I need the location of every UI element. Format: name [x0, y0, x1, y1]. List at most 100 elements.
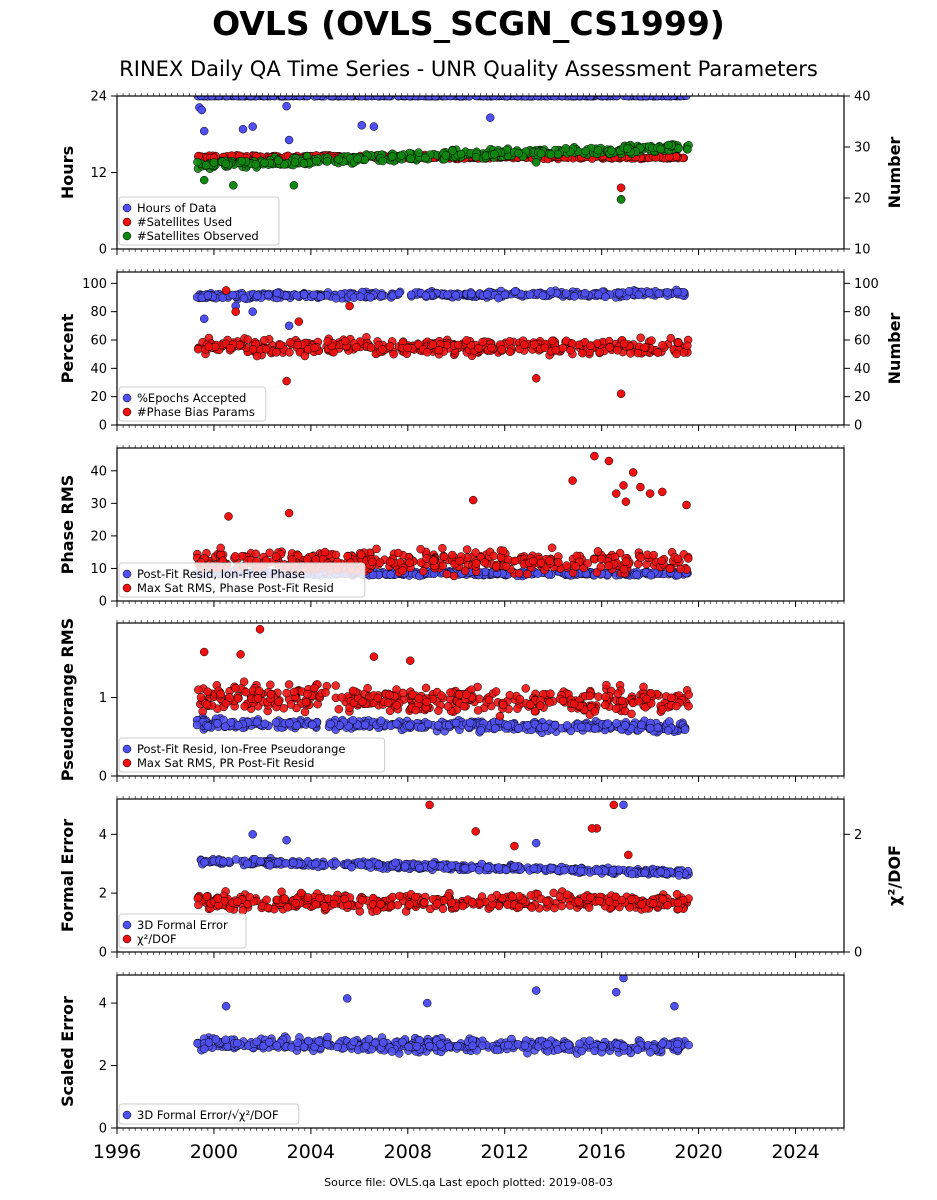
data-point-red — [658, 340, 667, 350]
data-point-red — [253, 694, 263, 703]
data-point-red — [672, 701, 681, 711]
data-point-red — [621, 557, 631, 566]
data-point-red — [437, 691, 446, 700]
data-point-red — [653, 348, 663, 357]
data-point-blue — [465, 718, 475, 728]
outlier-point-blue — [284, 321, 294, 331]
outlier-point-red — [231, 307, 240, 316]
data-point-blue — [533, 569, 542, 578]
data-point-blue — [569, 96, 579, 101]
legend-marker — [122, 569, 132, 579]
outlier-point-red — [405, 656, 415, 665]
data-point-red — [439, 552, 449, 562]
data-point-red — [600, 700, 610, 710]
data-point-blue — [221, 722, 230, 731]
data-point-blue — [663, 726, 673, 735]
data-point-red — [323, 337, 332, 346]
data-point-blue — [622, 96, 632, 101]
data-point-red — [443, 702, 453, 711]
data-point-red — [619, 564, 629, 574]
legend: Post-Fit Resid, Ion-Free PseudorangeMax … — [118, 737, 386, 773]
data-point-red — [286, 700, 296, 709]
data-point-red — [473, 706, 483, 715]
data-point-blue — [360, 720, 370, 730]
chart-title: OVLS (OVLS_SCGN_CS1999) — [212, 4, 725, 43]
data-point-red — [495, 711, 505, 721]
data-point-red — [428, 340, 438, 349]
data-point-red — [566, 345, 575, 355]
data-point-red — [274, 697, 283, 707]
data-point-green — [378, 156, 387, 166]
data-point-red — [611, 704, 621, 714]
data-point-blue — [634, 290, 644, 300]
data-point-red — [408, 690, 417, 699]
data-point-blue — [540, 722, 550, 732]
data-point-red — [546, 689, 555, 698]
data-point-red — [448, 550, 457, 560]
data-point-blue — [663, 288, 672, 297]
data-point-blue — [228, 290, 238, 300]
y-right-tick-label: 20 — [854, 390, 871, 405]
data-point-red — [193, 344, 203, 354]
data-point-blue — [272, 288, 282, 298]
data-point-red — [505, 690, 515, 700]
data-point-red — [411, 705, 421, 715]
outlier-point-red — [255, 625, 265, 634]
data-point-red — [657, 556, 666, 566]
data-point-blue — [277, 96, 287, 101]
y-tick-label: 0 — [99, 243, 107, 258]
outlier-point-blue — [199, 314, 209, 324]
data-point-red — [434, 345, 444, 355]
data-point-red — [558, 343, 568, 353]
data-point-red — [366, 343, 376, 352]
data-point-blue — [558, 96, 567, 101]
data-point-blue — [500, 290, 510, 300]
data-point-red — [300, 707, 310, 717]
data-point-red — [310, 683, 319, 693]
data-point-red — [351, 343, 361, 352]
data-point-blue — [653, 96, 662, 101]
data-point-red — [571, 562, 580, 571]
data-point-blue — [590, 724, 600, 733]
outlier-point-red — [282, 376, 291, 386]
data-point-blue — [632, 570, 641, 579]
data-point-red — [358, 697, 367, 707]
data-point-red — [405, 558, 414, 567]
data-point-blue — [513, 96, 522, 101]
data-point-red — [392, 700, 401, 710]
data-point-red — [545, 698, 554, 707]
data-point-red — [684, 690, 693, 699]
data-point-blue — [377, 291, 387, 300]
data-point-red — [593, 547, 603, 556]
data-point-red — [226, 343, 235, 353]
y-axis-label: Hours — [58, 146, 77, 199]
data-point-red — [474, 344, 483, 353]
data-point-red — [285, 348, 294, 357]
y-right-tick-label: 100 — [854, 277, 879, 292]
data-point-red — [356, 550, 366, 559]
data-point-red — [446, 688, 455, 697]
y-tick-label: 30 — [90, 497, 107, 512]
data-point-blue — [580, 288, 590, 298]
legend-label: #Satellites Observed — [137, 229, 259, 243]
legend: %Epochs Accepted#Phase Bias Params — [118, 386, 267, 422]
data-point-red — [540, 343, 550, 353]
data-point-red — [595, 347, 604, 357]
data-point-red — [421, 683, 431, 693]
data-point-red — [276, 340, 285, 350]
data-point-red — [398, 566, 407, 575]
data-point-red — [416, 544, 425, 554]
data-point-red — [271, 552, 281, 561]
data-point-red — [676, 564, 685, 574]
data-point-red — [633, 348, 643, 358]
data-point-red — [265, 548, 274, 558]
data-point-red — [341, 336, 350, 346]
outlier-point-red — [658, 487, 667, 497]
y-right-tick-label: 40 — [854, 362, 871, 377]
data-point-red — [321, 688, 330, 697]
data-point-red — [590, 707, 600, 716]
data-point-green — [201, 160, 211, 170]
data-point-green — [290, 157, 300, 167]
outlier-point-blue — [238, 124, 248, 134]
data-point-red — [683, 341, 692, 351]
